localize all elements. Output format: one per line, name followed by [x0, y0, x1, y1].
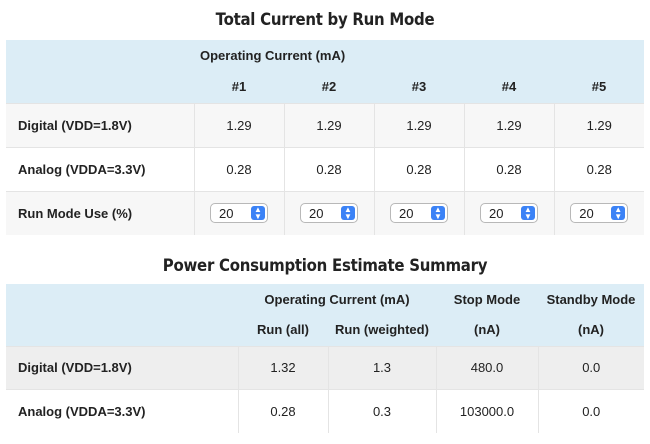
cell-value: 103000.0: [435, 388, 538, 433]
row-label: Run Mode Use (%): [6, 190, 194, 235]
column-header: (nA): [474, 322, 500, 338]
column-header: (nA): [578, 322, 604, 338]
column-header: #1: [231, 78, 247, 94]
cell-value: 0.28: [373, 146, 464, 191]
run-mode-use-select-5[interactable]: 20 ▲ ▼: [570, 203, 629, 224]
run-mode-group-header: Operating Current (mA): [200, 47, 346, 63]
chevron-updown-icon: ▲ ▼: [251, 206, 265, 221]
column-header: #5: [591, 78, 607, 94]
chevron-updown-icon: ▲ ▼: [611, 206, 626, 221]
column-header: Run (all): [257, 322, 309, 338]
cell-value: 0.28: [463, 146, 554, 191]
run-mode-table: Operating Current (mA) #1 #2 #3 #4 #5 Di…: [6, 40, 644, 235]
row-label: Digital (VDD=1.8V): [6, 345, 238, 389]
cell-value: 0.28: [193, 146, 284, 191]
table-row: Analog (VDDA=3.3V) 0.28 0.3 103000.0 0.0: [6, 388, 644, 433]
stop-mode-header: Stop Mode: [453, 291, 521, 307]
cell-value: 1.3: [327, 345, 436, 389]
run-mode-use-select-2[interactable]: 20 ▲ ▼: [300, 203, 358, 224]
cell-value: 480.0: [435, 345, 538, 389]
column-header: #4: [501, 78, 517, 94]
cell-value: 0.0: [537, 388, 644, 433]
summary-title: Power Consumption Estimate Summary: [162, 256, 488, 276]
run-mode-use-select-1[interactable]: 20 ▲ ▼: [210, 203, 268, 224]
row-label: Analog (VDDA=3.3V): [6, 146, 194, 191]
table-row: Run Mode Use (%) 20 ▲ ▼ 20 ▲ ▼ 20 ▲ ▼ 20 ▲ ▼ 20 ▲…: [6, 190, 644, 235]
cell-value: 0.3: [327, 388, 436, 433]
cell-value: 1.29: [553, 102, 644, 147]
table-row: Digital (VDD=1.8V) 1.32 1.3 480.0 0.0: [6, 345, 644, 389]
cell-value: 1.29: [373, 102, 464, 147]
column-header: #3: [411, 78, 427, 94]
chevron-updown-icon: ▲ ▼: [341, 206, 355, 221]
run-mode-use-select-4[interactable]: 20 ▲ ▼: [480, 203, 538, 224]
cell-value: 0.0: [537, 345, 644, 389]
column-header: Run (weighted): [335, 322, 429, 338]
cell-value: 1.32: [237, 345, 328, 389]
table-row: Digital (VDD=1.8V) 1.29 1.29 1.29 1.29 1…: [6, 102, 644, 147]
cell-value: 1.29: [283, 102, 374, 147]
table-row: Analog (VDDA=3.3V) 0.28 0.28 0.28 0.28 0…: [6, 146, 644, 191]
summary-table: Operating Current (mA) Stop Mode Standby…: [6, 284, 644, 433]
cell-value: 0.28: [553, 146, 644, 191]
summary-group-header: Operating Current (mA): [264, 291, 410, 307]
standby-mode-header: Standby Mode: [546, 291, 636, 307]
chevron-updown-icon: ▲ ▼: [431, 206, 445, 221]
row-label: Analog (VDDA=3.3V): [6, 388, 238, 433]
cell-value: 1.29: [193, 102, 284, 147]
run-mode-title: Total Current by Run Mode: [215, 10, 435, 30]
cell-value: 0.28: [283, 146, 374, 191]
chevron-updown-icon: ▲ ▼: [521, 206, 535, 221]
cell-value: 0.28: [237, 388, 328, 433]
cell-value: 1.29: [463, 102, 554, 147]
row-label: Digital (VDD=1.8V): [6, 102, 194, 147]
column-header: #2: [321, 78, 337, 94]
run-mode-use-select-3[interactable]: 20 ▲ ▼: [390, 203, 448, 224]
